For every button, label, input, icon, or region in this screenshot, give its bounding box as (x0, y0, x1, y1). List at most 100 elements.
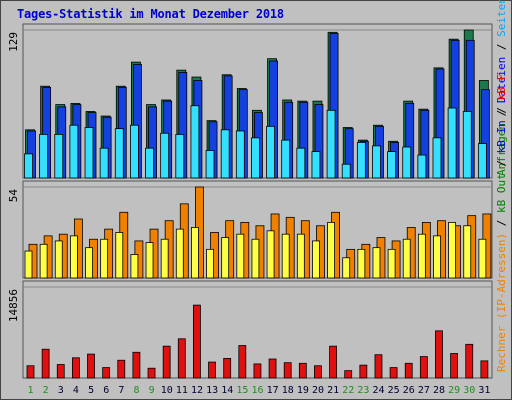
bar-seiten-1 (24, 153, 33, 179)
x-tick-label-8: 8 (133, 385, 139, 396)
bar-kb-8 (132, 351, 141, 379)
x-tick-label-15: 15 (236, 385, 248, 396)
x-tick-label-18: 18 (282, 385, 294, 396)
bar-kb-14 (223, 357, 232, 379)
bar-rechner-20 (312, 240, 320, 279)
bar-rechner-25 (387, 248, 396, 279)
y-max-label-middle: 54 (7, 189, 20, 203)
legend-top-item-1: / (495, 103, 508, 123)
x-tick-label-1: 1 (28, 385, 34, 396)
bar-seiten-24 (372, 145, 381, 179)
bar-kb-24 (374, 354, 383, 379)
bar-kb-13 (208, 361, 216, 379)
legend-top-item-3: / (495, 37, 508, 57)
x-tick-label-7: 7 (118, 385, 124, 396)
bar-kb-15 (238, 345, 247, 379)
x-tick-label-23: 23 (357, 385, 369, 396)
bar-rechner-29 (448, 221, 457, 279)
legend-bottom-item-3: / (495, 153, 508, 173)
bar-kb-28 (435, 330, 443, 379)
bar-kb-31 (480, 360, 489, 379)
bar-kb-30 (465, 343, 474, 379)
x-tick-label-6: 6 (103, 385, 109, 396)
bar-rechner-15 (236, 233, 245, 279)
bar-kb-6 (102, 367, 111, 379)
bar-rechner-3 (54, 240, 63, 279)
chart-panels (22, 23, 493, 379)
legend-bottom-item-6: kB F (495, 74, 508, 101)
bar-kb-27 (419, 356, 428, 379)
bar-rechner-23 (357, 248, 366, 279)
bar-seiten-26 (402, 146, 412, 179)
legend-bottom-item-0: Rechner (IP-Adressen) (495, 233, 508, 372)
x-tick-label-30: 30 (463, 385, 475, 396)
bar-kb-5 (87, 353, 95, 379)
x-tick-label-29: 29 (448, 385, 460, 396)
bar-kb-11 (177, 338, 186, 379)
y-max-label-bottom: 14856 (7, 289, 20, 322)
bar-seiten-30 (462, 111, 472, 179)
bar-rechner-31 (478, 238, 487, 279)
x-tick-label-24: 24 (373, 385, 385, 396)
bar-kb-10 (162, 345, 171, 379)
chart-bars (24, 29, 492, 379)
x-tick-label-12: 12 (191, 385, 203, 396)
bar-seiten-21 (326, 109, 336, 179)
x-tick-label-14: 14 (221, 385, 233, 396)
panel-bottom (22, 280, 493, 379)
bar-rechner-6 (100, 238, 109, 279)
bar-seiten-6 (99, 147, 109, 179)
bar-rechner-7 (115, 232, 124, 279)
legend: Anfragen / Dateien / Seiten / BesucheRec… (495, 0, 508, 372)
legend-top-item-2: Dateien (495, 57, 508, 103)
y-axis-labels: 129 54 14856 (7, 32, 20, 322)
bar-seiten-20 (311, 151, 321, 179)
bar-seiten-29 (447, 107, 457, 179)
legend-bottom-item-2: kB Out (495, 173, 508, 213)
bar-kb-29 (450, 353, 459, 379)
bar-seiten-31 (477, 143, 487, 179)
x-tick-label-20: 20 (312, 385, 324, 396)
bar-kb-22 (344, 370, 353, 379)
bar-rechner-14 (221, 237, 230, 279)
bar-rechner-28 (433, 235, 441, 279)
bar-rechner-21 (327, 221, 335, 279)
bar-seiten-25 (387, 151, 396, 179)
legend-bottom-item-4: kB In (495, 120, 508, 153)
x-axis-labels: 1 2 3 4 5 6 7 8 9 10 11 12 13 14 15 16 17 18 19 20 21 22 23 24 2… (28, 385, 491, 396)
legend-bottom-item-5: / (495, 100, 508, 120)
bar-kb-16 (253, 363, 262, 379)
bar-rechner-22 (342, 257, 351, 279)
bar-seiten-28 (432, 137, 442, 179)
chart-title: Tages-Statistik im Monat Dezember 2018 (17, 7, 284, 21)
bar-seiten-27 (417, 154, 427, 179)
x-tick-label-13: 13 (206, 385, 218, 396)
bar-seiten-10 (160, 132, 170, 179)
bar-kb-1 (26, 365, 35, 379)
bar-kb-25 (389, 367, 398, 379)
bar-kb-7 (117, 359, 126, 379)
x-tick-label-16: 16 (251, 385, 263, 396)
bar-seiten-13 (205, 150, 215, 179)
bar-seiten-5 (84, 127, 94, 179)
bar-seiten-2 (39, 134, 49, 179)
x-tick-label-2: 2 (43, 385, 49, 396)
bar-rechner-9 (145, 242, 154, 279)
bar-kb-18 (283, 362, 292, 379)
bar-rechner-19 (296, 233, 305, 279)
bar-seiten-12 (190, 105, 200, 179)
legend-bottom-item-1: / (495, 213, 508, 233)
x-tick-label-9: 9 (149, 385, 155, 396)
bar-kb-12 (193, 304, 201, 379)
bar-rechner-17 (266, 230, 275, 279)
bar-rechner-11 (175, 228, 184, 279)
x-tick-label-26: 26 (403, 385, 415, 396)
x-tick-label-27: 27 (418, 385, 430, 396)
bar-seiten-9 (145, 147, 154, 179)
x-tick-label-31: 31 (478, 385, 490, 396)
x-tick-label-11: 11 (176, 385, 188, 396)
bar-rechner-18 (281, 233, 290, 279)
bar-rechner-4 (69, 235, 78, 279)
bar-seiten-18 (281, 139, 291, 179)
